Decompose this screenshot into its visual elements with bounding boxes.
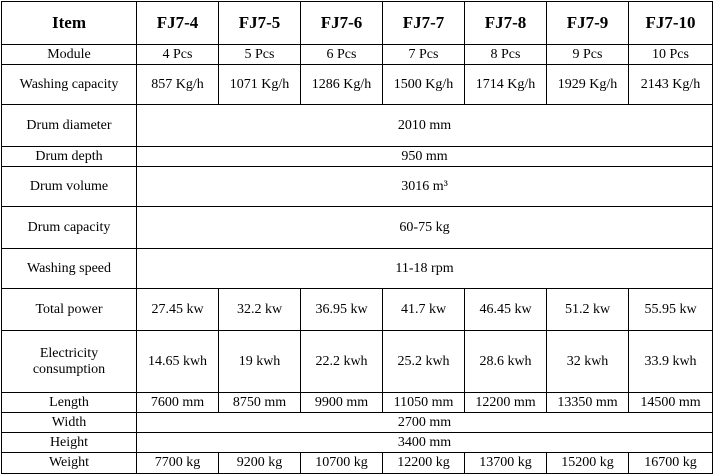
- table-row: Module 4 Pcs 5 Pcs 6 Pcs 7 Pcs 8 Pcs 9 Pcs 10 P…: [1, 44, 713, 65]
- table-row: Drum diameter 2010 mm: [1, 104, 713, 147]
- cell: 13700 kg: [464, 452, 547, 474]
- cell: 9 Pcs: [546, 44, 629, 65]
- cell: 15200 kg: [546, 452, 629, 474]
- cell: 2010 mm: [136, 104, 713, 147]
- table-row: Electricity consumption 14.65 kwh 19 kwh 22…: [1, 330, 713, 393]
- cell: 8 Pcs: [464, 44, 547, 65]
- cell: 3400 mm: [136, 432, 713, 453]
- cell: 60-75 kg: [136, 206, 713, 249]
- table-row: Total power 27.45 kw 32.2 kw 36.95 kw 41.7 k…: [1, 288, 713, 331]
- cell: 7600 mm: [136, 392, 219, 413]
- cell: 2143 Kg/h: [628, 64, 713, 105]
- cell: 7 Pcs: [382, 44, 465, 65]
- cell: 55.95 kw: [628, 288, 713, 331]
- cell: 1929 Kg/h: [546, 64, 629, 105]
- table-row: Drum capacity 60-75 kg: [1, 206, 713, 249]
- cell: 1071 Kg/h: [218, 64, 301, 105]
- cell: 9200 kg: [218, 452, 301, 474]
- header-cell: FJ7-4: [136, 1, 219, 45]
- header-cell: FJ7-7: [382, 1, 465, 45]
- row-label: Drum capacity: [1, 206, 137, 249]
- table-row: Washing capacity 857 Kg/h 1071 Kg/h 1286 Kg…: [1, 64, 713, 105]
- cell: 28.6 kwh: [464, 330, 547, 393]
- row-label: Total power: [1, 288, 137, 331]
- cell: 46.45 kw: [464, 288, 547, 331]
- header-cell: Item: [1, 1, 137, 45]
- table-row: Width 2700 mm: [1, 412, 713, 433]
- cell: 1500 Kg/h: [382, 64, 465, 105]
- cell: 1286 Kg/h: [300, 64, 383, 105]
- table-row: Drum depth 950 mm: [1, 146, 713, 167]
- header-cell: FJ7-6: [300, 1, 383, 45]
- cell: 41.7 kw: [382, 288, 465, 331]
- cell: 8750 mm: [218, 392, 301, 413]
- table-row: Drum volume 3016 m³: [1, 166, 713, 207]
- cell: 11050 mm: [382, 392, 465, 413]
- cell: 32.2 kw: [218, 288, 301, 331]
- cell: 19 kwh: [218, 330, 301, 393]
- cell: 25.2 kwh: [382, 330, 465, 393]
- cell: 857 Kg/h: [136, 64, 219, 105]
- cell: 5 Pcs: [218, 44, 301, 65]
- row-label: Drum diameter: [1, 104, 137, 147]
- cell: 2700 mm: [136, 412, 713, 433]
- row-label: Weight: [1, 452, 137, 474]
- cell: 950 mm: [136, 146, 713, 167]
- table-row: Weight 7700 kg 9200 kg 10700 kg 12200 kg 1370…: [1, 452, 713, 474]
- header-row: Item FJ7-4 FJ7-5 FJ7-6 FJ7-7 FJ7-8 FJ7-9 FJ7-10: [1, 1, 713, 45]
- cell: 11-18 rpm: [136, 248, 713, 289]
- table-row: Length 7600 mm 8750 mm 9900 mm 11050 mm 12200…: [1, 392, 713, 413]
- cell: 7700 kg: [136, 452, 219, 474]
- header-cell: FJ7-10: [628, 1, 713, 45]
- cell: 12200 kg: [382, 452, 465, 474]
- cell: 4 Pcs: [136, 44, 219, 65]
- cell: 10700 kg: [300, 452, 383, 474]
- cell: 14500 mm: [628, 392, 713, 413]
- cell: 10 Pcs: [628, 44, 713, 65]
- cell: 1714 Kg/h: [464, 64, 547, 105]
- cell: 13350 mm: [546, 392, 629, 413]
- cell: 3016 m³: [136, 166, 713, 207]
- row-label: Width: [1, 412, 137, 433]
- cell: 14.65 kwh: [136, 330, 219, 393]
- row-label: Drum volume: [1, 166, 137, 207]
- row-label: Washing capacity: [1, 64, 137, 105]
- header-cell: FJ7-8: [464, 1, 547, 45]
- row-label: Electricity consumption: [1, 330, 137, 393]
- header-cell: FJ7-9: [546, 1, 629, 45]
- row-label: Module: [1, 44, 137, 65]
- table-row: Height 3400 mm: [1, 432, 713, 453]
- row-label: Height: [1, 432, 137, 453]
- cell: 9900 mm: [300, 392, 383, 413]
- row-label: Drum depth: [1, 146, 137, 167]
- cell: 36.95 kw: [300, 288, 383, 331]
- cell: 32 kwh: [546, 330, 629, 393]
- cell: 51.2 kw: [546, 288, 629, 331]
- cell: 22.2 kwh: [300, 330, 383, 393]
- cell: 16700 kg: [628, 452, 713, 474]
- cell: 27.45 kw: [136, 288, 219, 331]
- row-label: Washing speed: [1, 248, 137, 289]
- cell: 33.9 kwh: [628, 330, 713, 393]
- row-label: Length: [1, 392, 137, 413]
- cell: 12200 mm: [464, 392, 547, 413]
- cell: 6 Pcs: [300, 44, 383, 65]
- header-cell: FJ7-5: [218, 1, 301, 45]
- table-row: Washing speed 11-18 rpm: [1, 248, 713, 289]
